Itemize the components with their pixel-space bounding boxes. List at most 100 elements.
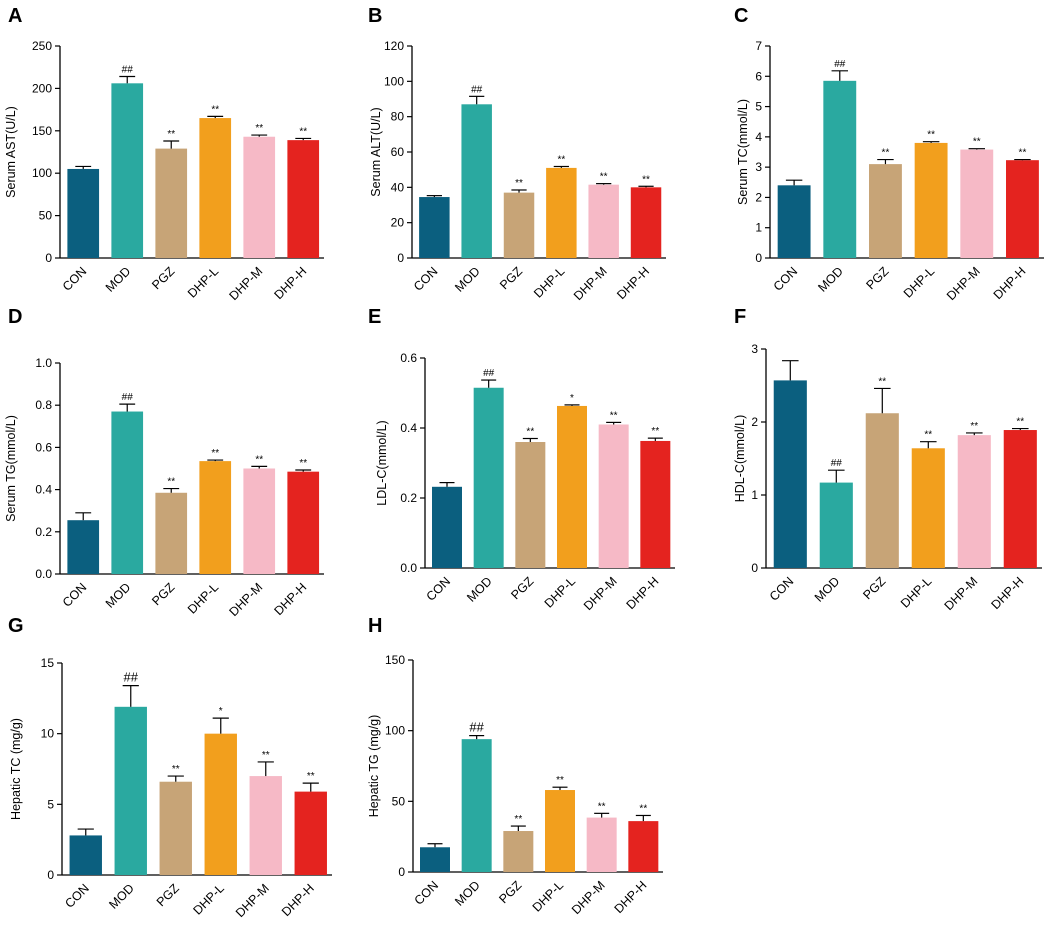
- bar-B-DHP-L: [546, 167, 577, 258]
- y-axis-label-F: HDL-C(mmol/L): [733, 415, 747, 503]
- panel-letter-B: B: [368, 5, 382, 27]
- bar-H-MOD: [461, 739, 492, 872]
- bar-B-MOD: [461, 104, 492, 258]
- bar-E-MOD: [473, 387, 504, 568]
- significance-G-PGZ: **: [172, 764, 180, 775]
- significance-F-MOD: ##: [831, 458, 843, 469]
- bar-A-DHP-H: [287, 140, 320, 258]
- category-label-F-CON: CON: [767, 574, 797, 604]
- category-label-A-DHP-M: DHP-M: [226, 264, 265, 303]
- significance-F-DHP-H: **: [1016, 417, 1024, 428]
- category-label-D-CON: CON: [60, 580, 90, 610]
- bar-F-MOD: [819, 482, 853, 568]
- y-tick-label-H: 50: [392, 794, 406, 808]
- significance-B-PGZ: **: [515, 178, 523, 189]
- significance-H-DHP-H: **: [639, 803, 647, 814]
- significance-D-DHP-L: **: [211, 448, 219, 459]
- y-tick-label-D: 1.0: [35, 356, 52, 370]
- bar-D-DHP-H: [287, 471, 320, 574]
- bar-C-DHP-H: [1006, 160, 1039, 258]
- y-tick-label-A: 0: [45, 251, 52, 265]
- bar-B-CON: [419, 197, 450, 258]
- bar-G-MOD: [114, 706, 147, 875]
- significance-B-MOD: ##: [471, 84, 483, 95]
- y-tick-label-C: 1: [755, 221, 762, 235]
- bar-F-DHP-L: [911, 448, 945, 568]
- category-label-B-PGZ: PGZ: [497, 264, 525, 292]
- significance-F-PGZ: **: [878, 376, 886, 387]
- category-label-B-DHP-M: DHP-M: [571, 264, 610, 303]
- panel-letter-C: C: [734, 5, 748, 27]
- y-tick-label-B: 80: [391, 110, 405, 124]
- category-label-H-DHP-M: DHP-M: [569, 878, 608, 917]
- significance-A-DHP-L: **: [211, 104, 219, 115]
- category-label-F-DHP-M: DHP-M: [942, 574, 981, 613]
- y-axis-label-H: Hepatic TG (mg/g): [367, 715, 381, 818]
- y-tick-label-H: 0: [398, 865, 405, 879]
- category-label-D-MOD: MOD: [103, 580, 134, 611]
- bar-C-PGZ: [869, 164, 902, 258]
- y-tick-label-C: 3: [755, 160, 762, 174]
- category-label-F-MOD: MOD: [812, 574, 843, 605]
- y-axis-label-C: Serum TC(mmol/L): [736, 99, 750, 205]
- y-tick-label-C: 6: [755, 69, 762, 83]
- category-label-B-CON: CON: [411, 264, 441, 294]
- category-label-H-DHP-H: DHP-H: [612, 878, 650, 916]
- significance-C-DHP-M: **: [973, 137, 981, 148]
- bar-D-DHP-M: [243, 468, 276, 574]
- category-label-B-DHP-H: DHP-H: [614, 264, 652, 302]
- y-tick-label-D: 0.6: [35, 440, 52, 454]
- category-label-E-DHP-L: DHP-L: [542, 574, 578, 610]
- bar-E-CON: [432, 486, 462, 568]
- significance-C-PGZ: **: [882, 148, 890, 159]
- y-tick-label-G: 10: [41, 727, 55, 741]
- bar-G-DHP-M: [249, 776, 282, 875]
- significance-A-DHP-H: **: [299, 126, 307, 137]
- y-tick-label-G: 0: [47, 868, 54, 882]
- y-tick-label-B: 120: [384, 39, 404, 53]
- bar-D-MOD: [111, 411, 144, 574]
- y-tick-label-E: 0.0: [400, 561, 417, 575]
- significance-C-MOD: ##: [834, 59, 846, 70]
- category-label-H-CON: CON: [412, 878, 442, 908]
- category-label-H-PGZ: PGZ: [496, 878, 524, 906]
- bar-D-CON: [67, 520, 100, 574]
- bar-F-PGZ: [865, 413, 899, 568]
- bar-H-DHP-M: [586, 817, 617, 872]
- y-tick-label-A: 200: [32, 81, 52, 95]
- significance-F-DHP-M: **: [970, 421, 978, 432]
- category-label-B-DHP-L: DHP-L: [531, 264, 567, 300]
- y-tick-label-B: 40: [391, 180, 405, 194]
- category-label-D-DHP-L: DHP-L: [185, 580, 221, 616]
- y-tick-label-F: 0: [751, 561, 758, 575]
- significance-A-MOD: ##: [122, 65, 134, 76]
- y-tick-label-B: 20: [391, 216, 405, 230]
- significance-B-DHP-L: **: [557, 154, 565, 165]
- bar-G-DHP-L: [204, 733, 237, 875]
- y-tick-label-C: 7: [755, 39, 762, 53]
- bar-E-DHP-M: [598, 424, 629, 568]
- panel-letter-D: D: [8, 306, 22, 328]
- y-axis-label-D: Serum TG(mmol/L): [4, 415, 18, 522]
- significance-H-PGZ: **: [514, 814, 522, 825]
- category-label-A-DHP-L: DHP-L: [185, 264, 221, 300]
- significance-G-DHP-M: **: [262, 750, 270, 761]
- bar-C-DHP-L: [914, 142, 948, 258]
- category-label-C-MOD: MOD: [815, 264, 846, 295]
- bar-F-DHP-M: [957, 435, 991, 568]
- y-tick-label-E: 0.2: [400, 491, 417, 505]
- category-label-G-DHP-L: DHP-L: [190, 881, 226, 917]
- bar-G-PGZ: [159, 781, 192, 875]
- category-label-E-DHP-H: DHP-H: [624, 574, 662, 612]
- significance-E-DHP-L: *: [570, 393, 574, 404]
- bar-H-DHP-L: [545, 790, 575, 872]
- significance-F-DHP-L: **: [924, 430, 932, 441]
- y-tick-label-G: 5: [47, 797, 54, 811]
- category-label-G-MOD: MOD: [106, 881, 137, 912]
- category-label-B-MOD: MOD: [452, 264, 483, 295]
- category-label-C-DHP-M: DHP-M: [944, 264, 983, 303]
- y-tick-label-G: 15: [41, 656, 55, 670]
- y-axis-label-E: LDL-C(mmol/L): [375, 420, 389, 505]
